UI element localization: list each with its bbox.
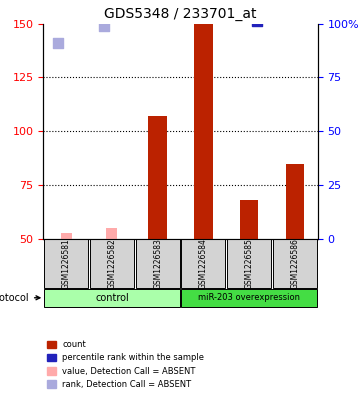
Text: protocol: protocol: [0, 293, 40, 303]
Bar: [148, 116, 167, 239]
Bar: [194, 24, 213, 239]
Text: GSM1226585: GSM1226585: [245, 238, 253, 289]
Point: [101, 22, 106, 29]
FancyBboxPatch shape: [90, 239, 134, 288]
FancyBboxPatch shape: [136, 239, 179, 288]
Point: [255, 18, 260, 25]
FancyBboxPatch shape: [44, 239, 88, 288]
FancyBboxPatch shape: [182, 239, 225, 288]
Point: [163, 1, 169, 7]
Text: GSM1226586: GSM1226586: [290, 238, 299, 289]
FancyBboxPatch shape: [44, 289, 179, 307]
Bar: [240, 200, 258, 239]
FancyBboxPatch shape: [273, 239, 317, 288]
Text: GSM1226582: GSM1226582: [108, 238, 116, 289]
Text: GSM1226584: GSM1226584: [199, 238, 208, 289]
Point: [55, 40, 61, 46]
Point: [300, 6, 306, 12]
Title: GDS5348 / 233701_at: GDS5348 / 233701_at: [104, 7, 257, 21]
Bar: [106, 228, 117, 239]
Legend: count, percentile rank within the sample, value, Detection Call = ABSENT, rank, : count, percentile rank within the sample…: [48, 340, 204, 389]
Text: control: control: [95, 293, 129, 303]
Bar: [61, 233, 72, 239]
FancyBboxPatch shape: [182, 289, 317, 307]
FancyBboxPatch shape: [227, 239, 271, 288]
Text: GSM1226581: GSM1226581: [62, 238, 71, 289]
Bar: [286, 164, 304, 239]
Text: miR-203 overexpression: miR-203 overexpression: [198, 293, 300, 302]
Text: GSM1226583: GSM1226583: [153, 238, 162, 289]
